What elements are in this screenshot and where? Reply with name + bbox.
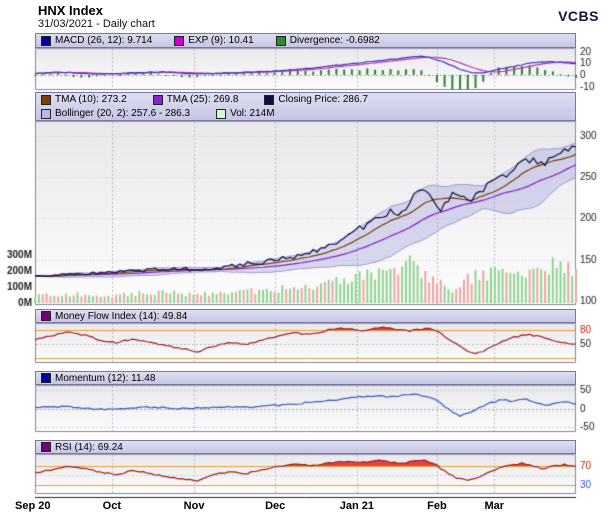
price-legend-row-1: TMA (10): 273.2 TMA (25): 269.8 Closing … bbox=[41, 93, 368, 106]
x-axis-label-feb: Feb bbox=[427, 500, 447, 512]
rsi-legend-bar: RSI (14): 69.24 bbox=[35, 440, 576, 454]
bollinger-legend-item: Bollinger (20, 2): 257.6 - 286.3 bbox=[41, 108, 190, 119]
brand-logo: VCBS bbox=[558, 8, 599, 24]
bollinger-value-label: Bollinger (20, 2): 257.6 - 286.3 bbox=[55, 108, 191, 119]
x-axis-label-mar: Mar bbox=[484, 500, 505, 512]
momentum-swatch-icon bbox=[41, 373, 51, 383]
closing-price-value-label: Closing Price: 286.7 bbox=[278, 94, 368, 105]
divergence-swatch-icon bbox=[275, 35, 286, 46]
divergence-value-label: Divergence: -0.6982 bbox=[289, 35, 380, 46]
tma10-swatch-icon bbox=[41, 94, 51, 105]
macd-legend-item: MACD (26, 12): 9.714 bbox=[41, 35, 152, 46]
exp-swatch-icon bbox=[174, 35, 185, 46]
tma25-value-label: TMA (25): 269.8 bbox=[166, 94, 239, 105]
price-legend-row-2: Bollinger (20, 2): 257.6 - 286.3 Vol: 21… bbox=[41, 107, 275, 120]
tma25-legend-item: TMA (25): 269.8 bbox=[152, 94, 239, 105]
mfi-value-label: Money Flow Index (14): 49.84 bbox=[55, 310, 188, 322]
rsi-value-label: RSI (14): 69.24 bbox=[55, 441, 123, 453]
macd-swatch-icon bbox=[41, 35, 51, 46]
volume-value-label: Vol: 214M bbox=[230, 108, 275, 119]
chart-subtitle: 31/03/2021 - Daily chart bbox=[38, 18, 155, 30]
mfi-legend-bar: Money Flow Index (14): 49.84 bbox=[35, 309, 576, 323]
macd-legend-bar: MACD (26, 12): 9.714 EXP (9): 10.41 Dive… bbox=[35, 33, 576, 48]
closing-price-legend-item: Closing Price: 286.7 bbox=[264, 94, 368, 105]
rsi-legend-item: RSI (14): 69.24 bbox=[41, 442, 123, 453]
x-axis-label-oct: Oct bbox=[102, 500, 121, 512]
bollinger-swatch-icon bbox=[41, 108, 51, 119]
tma10-value-label: TMA (10): 273.2 bbox=[55, 94, 127, 105]
exp-value-label: EXP (9): 10.41 bbox=[188, 35, 254, 46]
price-legend-bar: TMA (10): 273.2 TMA (25): 269.8 Closing … bbox=[35, 92, 576, 121]
x-axis-label-jan21: Jan 21 bbox=[339, 500, 375, 512]
momentum-legend-item: Momentum (12): 11.48 bbox=[41, 373, 155, 384]
volume-swatch-icon bbox=[216, 108, 227, 119]
tma25-swatch-icon bbox=[152, 94, 163, 105]
x-axis-label-sep20: Sep 20 bbox=[15, 500, 51, 512]
volume-legend-item: Vol: 214M bbox=[216, 108, 275, 119]
macd-value-label: MACD (26, 12): 9.714 bbox=[55, 35, 153, 46]
x-axis-label-dec: Dec bbox=[265, 500, 286, 512]
momentum-value-label: Momentum (12): 11.48 bbox=[55, 372, 156, 384]
exp-legend-item: EXP (9): 10.41 bbox=[174, 35, 254, 46]
mfi-legend-item: Money Flow Index (14): 49.84 bbox=[41, 311, 187, 322]
momentum-legend-bar: Momentum (12): 11.48 bbox=[35, 371, 576, 385]
closing-price-swatch-icon bbox=[264, 94, 275, 105]
tma10-legend-item: TMA (10): 273.2 bbox=[41, 94, 127, 105]
rsi-swatch-icon bbox=[41, 442, 51, 452]
page-title: HNX Index bbox=[38, 3, 104, 18]
x-axis-label-nov: Nov bbox=[183, 500, 205, 512]
mfi-swatch-icon bbox=[41, 311, 51, 321]
divergence-legend-item: Divergence: -0.6982 bbox=[275, 35, 380, 46]
